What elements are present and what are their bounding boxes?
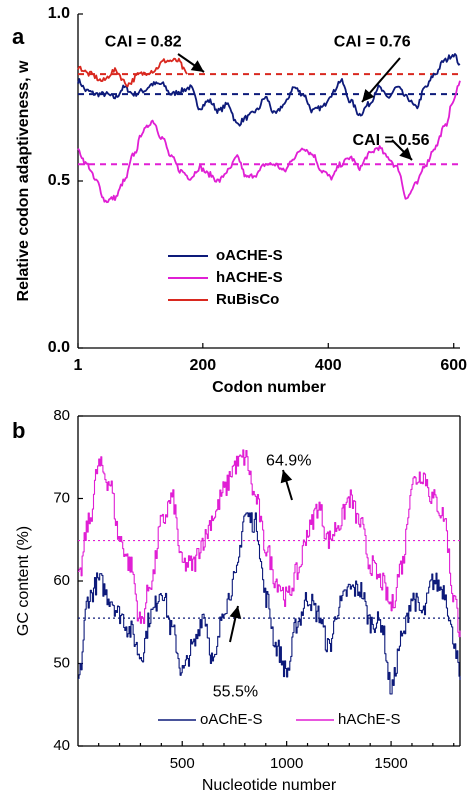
panel-b-series-oache-s	[78, 512, 461, 695]
panel-b-x-tick-label: 1500	[374, 755, 407, 772]
panel-b-x-axis-title: Nucleotide number	[202, 777, 337, 794]
panel-a-legend-label-hache-s: hACHE-S	[216, 269, 283, 286]
panel-b-y-tick-label: 80	[53, 407, 70, 424]
panel-a-x-tick-label: 400	[315, 357, 342, 374]
panel-a-label: a	[12, 24, 25, 49]
panel-b-y-tick-label: 70	[53, 489, 70, 506]
panel-a-y-tick-label: 1.0	[48, 5, 70, 22]
panel-b-y-tick-label: 60	[53, 572, 70, 589]
panel-a-x-axis-title: Codon number	[212, 379, 326, 396]
panel-a-annotation: CAI = 0.56	[353, 132, 430, 149]
panel-b-annotation: 55.5%	[213, 684, 258, 701]
panel-b-annotation: 64.9%	[266, 453, 311, 470]
panel-a-arrow-hache-head	[399, 147, 412, 160]
panel-a-x-tick-label: 600	[440, 357, 467, 374]
panel-b-label: b	[12, 418, 25, 443]
panel-a-series-rubisco	[77, 57, 188, 88]
panel-b-y-tick-label: 50	[53, 654, 70, 671]
panel-a-x-tick-label: 1	[74, 357, 83, 374]
panel-b-legend-label-hache-s: hAChE-S	[338, 711, 401, 728]
panel-b-x-tick-label: 500	[170, 755, 195, 772]
panel-b-y-tick-label: 40	[53, 737, 70, 754]
panel-a-x-tick-label: 200	[189, 357, 216, 374]
panel-b-legend-label-oache-s: oAChE-S	[200, 711, 263, 728]
panel-b-y-axis-title: GC content (%)	[15, 526, 32, 636]
panel-a-legend-label-rubisco: RuBisCo	[216, 291, 279, 308]
panel-a-y-axis-title: Relative codon adaptiveness, w	[15, 60, 32, 302]
panel-b-arrow-hache-head	[280, 470, 293, 484]
panel-a-annotation: CAI = 0.76	[334, 34, 411, 51]
panel-a-annotation: CAI = 0.82	[105, 34, 182, 51]
panel-b-arrow-oache-head	[229, 606, 242, 620]
panel-a-series-oache-s	[77, 53, 461, 127]
panel-b-series-hache-s	[78, 449, 461, 638]
panel-a-arrow-rubisco-head	[190, 60, 204, 72]
panel-a-series-hache-s	[77, 80, 461, 204]
panel-a-y-tick-label: 0.0	[48, 339, 70, 356]
panel-b-x-tick-label: 1000	[270, 755, 303, 772]
panel-a-arrow-oache-head	[362, 88, 375, 102]
panel-a-y-tick-label: 0.5	[48, 172, 70, 189]
panel-a-legend-label-oache-s: oACHE-S	[216, 247, 283, 264]
